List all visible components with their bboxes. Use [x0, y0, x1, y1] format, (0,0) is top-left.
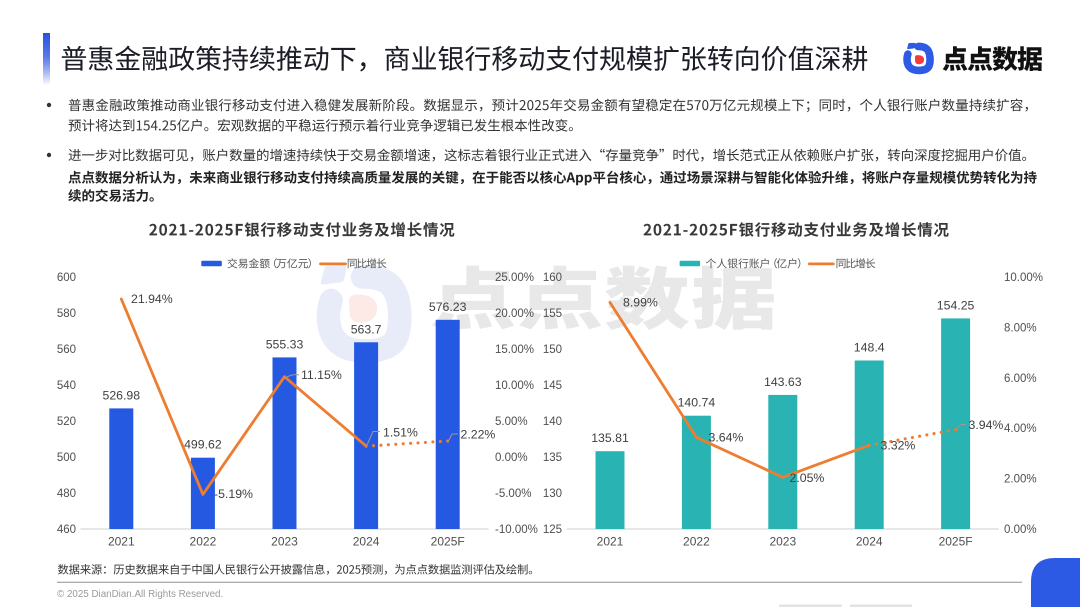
svg-text:8.99%: 8.99%	[623, 296, 658, 310]
svg-text:-5.00%: -5.00%	[495, 488, 531, 500]
svg-text:2024: 2024	[353, 534, 380, 548]
svg-text:140.74: 140.74	[678, 396, 716, 410]
svg-text:2025F: 2025F	[431, 534, 465, 548]
svg-text:160: 160	[543, 272, 562, 284]
svg-text:3.94%: 3.94%	[969, 418, 1004, 432]
svg-text:125: 125	[543, 524, 562, 536]
svg-text:526.98: 526.98	[102, 388, 140, 402]
svg-text:560: 560	[57, 344, 76, 356]
svg-text:2023: 2023	[769, 534, 796, 548]
svg-text:2025F: 2025F	[939, 534, 973, 548]
svg-text:0.00%: 0.00%	[495, 452, 528, 464]
svg-text:8.00%: 8.00%	[1004, 322, 1037, 334]
svg-text:0.00%: 0.00%	[1004, 524, 1037, 536]
svg-text:155: 155	[543, 308, 562, 320]
svg-text:480: 480	[57, 488, 76, 500]
svg-text:600: 600	[57, 272, 76, 284]
svg-text:2021: 2021	[108, 534, 135, 548]
svg-text:2023: 2023	[271, 534, 298, 548]
svg-text:145: 145	[543, 380, 562, 392]
svg-text:2.05%: 2.05%	[790, 471, 825, 485]
svg-text:2021: 2021	[597, 534, 624, 548]
svg-text:150: 150	[543, 344, 562, 356]
svg-text:10.00%: 10.00%	[495, 380, 534, 392]
svg-text:520: 520	[57, 416, 76, 428]
svg-text:130: 130	[543, 488, 562, 500]
svg-text:3.64%: 3.64%	[709, 430, 744, 444]
svg-text:576.23: 576.23	[429, 300, 467, 314]
svg-text:15.00%: 15.00%	[495, 344, 534, 356]
svg-text:148.4: 148.4	[854, 341, 885, 355]
svg-text:2.22%: 2.22%	[461, 427, 496, 441]
svg-text:21.94%: 21.94%	[131, 292, 173, 306]
svg-text:135: 135	[543, 452, 562, 464]
svg-text:6.00%: 6.00%	[1004, 373, 1037, 385]
svg-text:10.00%: 10.00%	[1004, 272, 1043, 284]
svg-text:3.32%: 3.32%	[881, 438, 916, 452]
svg-text:500: 500	[57, 452, 76, 464]
svg-text:540: 540	[57, 380, 76, 392]
svg-text:2.00%: 2.00%	[1004, 474, 1037, 486]
svg-text:135.81: 135.81	[591, 431, 629, 445]
svg-text:555.33: 555.33	[266, 337, 304, 351]
svg-text:140: 140	[543, 416, 562, 428]
svg-text:5.00%: 5.00%	[495, 416, 528, 428]
svg-text:460: 460	[57, 524, 76, 536]
svg-text:499.62: 499.62	[184, 438, 222, 452]
svg-text:25.00%: 25.00%	[495, 272, 534, 284]
svg-text:2022: 2022	[683, 534, 710, 548]
svg-text:4.00%: 4.00%	[1004, 423, 1037, 435]
svg-text:563.7: 563.7	[351, 322, 382, 336]
svg-text:1.51%: 1.51%	[383, 426, 418, 440]
svg-text:-5.19%: -5.19%	[214, 487, 253, 501]
svg-text:20.00%: 20.00%	[495, 308, 534, 320]
svg-text:580: 580	[57, 308, 76, 320]
svg-text:143.63: 143.63	[764, 375, 802, 389]
svg-text:11.15%: 11.15%	[301, 368, 342, 382]
svg-text:2024: 2024	[856, 534, 883, 548]
svg-text:© 2025 DianDian.All Rights Res: © 2025 DianDian.All Rights Reserved.	[57, 589, 223, 600]
svg-text:154.25: 154.25	[937, 298, 975, 312]
svg-text:2022: 2022	[190, 534, 217, 548]
svg-text:-10.00%: -10.00%	[495, 524, 538, 536]
